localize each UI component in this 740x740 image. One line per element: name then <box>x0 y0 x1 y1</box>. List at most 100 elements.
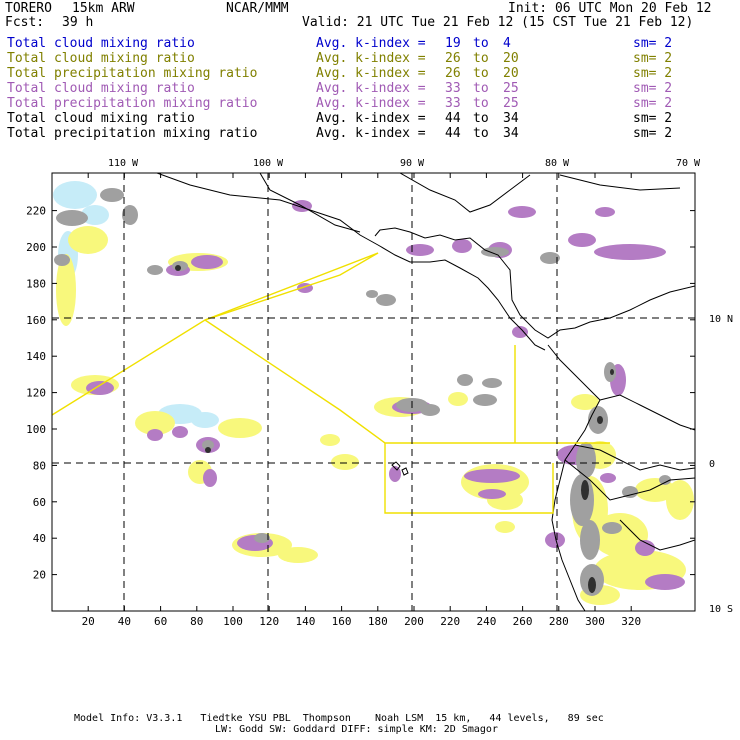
coastline <box>599 394 695 431</box>
legend-k-start: 26 <box>445 66 461 81</box>
coastlines <box>156 173 695 611</box>
legend-to: to <box>473 126 489 141</box>
cloud-light-blue <box>53 181 97 209</box>
legend-to: to <box>473 96 489 111</box>
legend-kindex-label: Avg. k-index = <box>316 111 426 126</box>
cloud-purple <box>600 473 616 483</box>
cloud-yellow <box>68 226 108 254</box>
cloud-gray <box>54 254 70 266</box>
region-boundaries <box>52 252 610 514</box>
x-tick-label: 40 <box>118 615 131 628</box>
footer-physics-info: LW: Godd SW: Goddard DIFF: simple KM: 2D… <box>215 724 498 735</box>
legend-smoothing: sm= 2 <box>633 81 673 96</box>
x-tick-label: 320 <box>621 615 641 628</box>
cloud-gray <box>147 265 163 275</box>
cloud-purple <box>147 429 163 441</box>
y-tick-label: 200 <box>26 241 46 254</box>
cloud-purple <box>191 255 223 269</box>
cloud-yellow <box>331 454 359 470</box>
cloud-purple <box>203 469 217 487</box>
legend-to: to <box>473 81 489 96</box>
legend-field: Total cloud mixing ratio <box>7 111 195 126</box>
legend-smoothing: sm= 2 <box>633 51 673 66</box>
coastline <box>559 174 681 191</box>
cloud-purple <box>464 469 520 483</box>
legend-kindex-label: Avg. k-index = <box>316 66 426 81</box>
cloud-gray <box>376 294 396 306</box>
cloud-purple <box>545 532 565 548</box>
cloud-gray <box>473 394 497 406</box>
coastline <box>619 519 695 551</box>
legend-field: Total precipitation mixing ratio <box>7 66 258 81</box>
cloud-purple <box>568 233 596 247</box>
longitude-label: 80 W <box>545 158 570 169</box>
y-tick-label: 160 <box>26 314 46 327</box>
legend-k-start: 33 <box>445 81 461 96</box>
legend-kindex-label: Avg. k-index = <box>316 81 426 96</box>
legend-to: to <box>473 36 489 51</box>
organization: NCAR/MMM <box>226 1 289 16</box>
legend-to: to <box>473 66 489 81</box>
y-tick-label: 180 <box>26 277 46 290</box>
x-tick-label: 80 <box>190 615 203 628</box>
cloud-gray <box>100 188 124 202</box>
x-tick-label: 240 <box>476 615 496 628</box>
cloud-gray <box>366 290 378 298</box>
y-tick-label: 40 <box>33 532 46 545</box>
cloud-core <box>610 369 614 375</box>
legend-k-end: 25 <box>503 96 519 111</box>
cloud-gray <box>481 247 509 257</box>
legend-to: to <box>473 51 489 66</box>
cloud-core <box>205 447 211 453</box>
x-tick-label: 20 <box>82 615 95 628</box>
coastline <box>574 444 695 471</box>
cloud-gray <box>576 442 596 478</box>
cloud-yellow <box>495 521 515 533</box>
x-tick-label: 220 <box>440 615 460 628</box>
legend-k-start: 44 <box>445 111 461 126</box>
cloud-gray <box>122 205 138 225</box>
coastline <box>401 467 409 476</box>
cloud-yellow <box>135 411 175 435</box>
legend-k-start: 33 <box>445 96 461 111</box>
model-config: 15km ARW <box>72 1 135 16</box>
legend-k-end: 4 <box>503 36 511 51</box>
latitude-label: 10 N <box>709 314 733 325</box>
axes: 20 40 60 80 100 120 140 160 180 200 220 240 260 280 30… <box>26 158 733 628</box>
coastline <box>156 173 546 351</box>
cloud-purple <box>406 244 434 256</box>
cloud-yellow <box>666 480 694 520</box>
cloud-core <box>581 480 589 500</box>
legend-smoothing: sm= 2 <box>633 66 673 81</box>
cloud-yellow <box>448 392 468 406</box>
longitude-label: 100 W <box>253 158 284 169</box>
y-tick-label: 60 <box>33 496 46 509</box>
y-tick-label: 140 <box>26 350 46 363</box>
longitude-label: 110 W <box>108 158 139 169</box>
y-tick-label: 80 <box>33 459 46 472</box>
cloud-gray <box>457 374 473 386</box>
legend-kindex-label: Avg. k-index = <box>316 126 426 141</box>
legend-to: to <box>473 111 489 126</box>
cloud-gray <box>570 474 594 526</box>
legend-k-start: 19 <box>445 36 461 51</box>
cloud-core <box>175 265 181 271</box>
cloud-purple <box>512 326 528 338</box>
legend-k-start: 44 <box>445 126 461 141</box>
x-tick-label: 100 <box>223 615 243 628</box>
y-tick-label: 120 <box>26 387 46 400</box>
cloud-yellow <box>218 418 262 438</box>
x-tick-label: 160 <box>332 615 352 628</box>
y-tick-label: 100 <box>26 423 46 436</box>
cloud-gray <box>254 533 270 543</box>
latitude-label: 10 S <box>709 604 733 615</box>
cloud-purple <box>508 206 536 218</box>
cloud-purple <box>595 207 615 217</box>
legend-k-end: 34 <box>503 111 519 126</box>
legend-smoothing: sm= 2 <box>633 96 673 111</box>
forecast-hours: 39 h <box>62 15 94 30</box>
cloud-yellow <box>571 394 599 410</box>
cloud-purple <box>478 489 506 499</box>
cloud-yellow <box>56 254 76 326</box>
cloud-gray <box>580 520 600 560</box>
